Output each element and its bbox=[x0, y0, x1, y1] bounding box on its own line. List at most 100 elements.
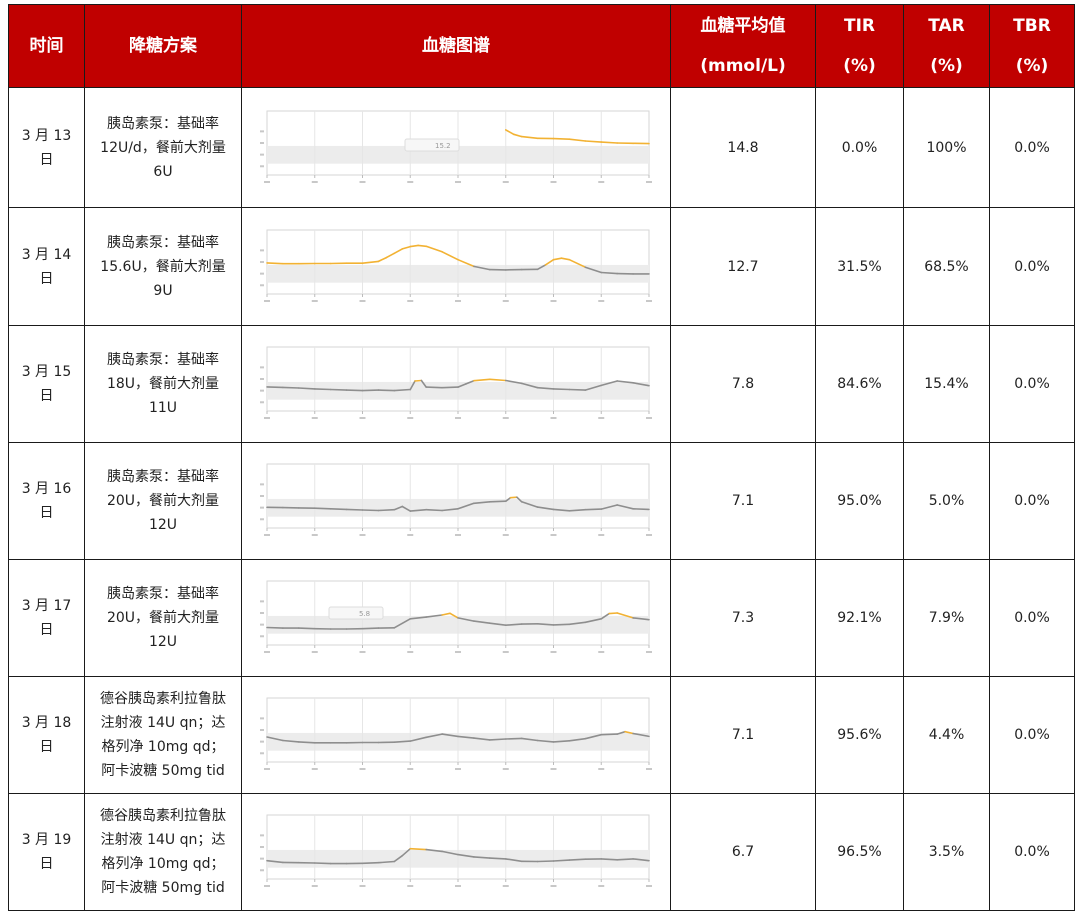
glucose-curve-chart bbox=[260, 697, 652, 770]
curve-segment bbox=[457, 502, 475, 510]
tick-label bbox=[598, 417, 605, 419]
tick-label bbox=[311, 417, 318, 419]
table-row: 3 月 16 日 胰岛素泵：基础率 20U，餐前大剂量 12U 7.1 95.0% 5.0% 0… bbox=[8, 442, 1075, 560]
tick-label bbox=[550, 651, 557, 653]
curve-segment bbox=[313, 862, 332, 865]
tick-label bbox=[264, 885, 270, 887]
col-header-tar: TAR (%) bbox=[903, 4, 990, 88]
col-header-mean: 血糖平均值 (mmol/L) bbox=[670, 4, 816, 88]
plan-line: 9U bbox=[153, 282, 173, 299]
col-header-tar-title: TAR bbox=[928, 16, 965, 36]
cell-tir: 95.0% bbox=[815, 442, 904, 560]
curve-segment bbox=[345, 508, 364, 511]
plan-line: 德谷胰岛素利拉鲁肽 bbox=[100, 808, 226, 824]
tick-label bbox=[598, 768, 605, 770]
curve-segment bbox=[297, 627, 316, 630]
cell-date: 3 月 16 日 bbox=[8, 442, 85, 560]
curve-segment bbox=[393, 740, 412, 744]
date-line: 3 月 15 bbox=[21, 364, 72, 380]
curve-segment bbox=[520, 737, 539, 742]
curve-segment bbox=[600, 858, 619, 861]
cell-plan: 胰岛素泵：基础率 15.6U，餐前大剂量 9U bbox=[84, 207, 242, 326]
plan-line: 阿卡波糖 50mg tid bbox=[101, 763, 225, 779]
curve-segment bbox=[552, 256, 563, 261]
curve-segment bbox=[409, 380, 416, 391]
tick-label bbox=[502, 651, 509, 653]
curve-segment bbox=[552, 137, 571, 140]
cell-plan: 胰岛素泵：基础率 18U，餐前大剂量 11U bbox=[84, 325, 242, 443]
date-line: 日 bbox=[39, 739, 54, 755]
date-line: 日 bbox=[39, 388, 54, 404]
date-line: 日 bbox=[39, 856, 54, 872]
y-tick-label bbox=[260, 164, 264, 167]
cell-date: 3 月 17 日 bbox=[8, 559, 85, 677]
col-header-tir-unit: (%) bbox=[843, 56, 876, 76]
tick-label bbox=[646, 651, 652, 653]
cell-tar: 3.5% bbox=[903, 793, 990, 911]
curve-segment bbox=[425, 614, 443, 618]
tick-label bbox=[264, 768, 270, 770]
curve-segment bbox=[297, 741, 316, 744]
curve-segment bbox=[420, 379, 427, 388]
plan-line: 德谷胰岛素利拉鲁肽 bbox=[100, 691, 226, 707]
y-tick-label bbox=[260, 623, 264, 626]
curve-segment bbox=[584, 508, 603, 511]
cell-glucose-curve: 15.2 bbox=[241, 87, 671, 208]
cell-mean: 7.8 bbox=[670, 325, 816, 443]
y-tick-label bbox=[260, 869, 264, 872]
tick-label bbox=[407, 885, 414, 887]
curve-segment bbox=[266, 386, 284, 389]
curve-segment bbox=[552, 508, 571, 512]
curve-segment bbox=[584, 384, 603, 391]
plan-line: 胰岛素泵：基础率 bbox=[107, 115, 219, 132]
y-tick-label bbox=[260, 129, 264, 132]
tick-label bbox=[264, 417, 270, 419]
y-tick-label bbox=[260, 857, 264, 860]
cell-plan: 德谷胰岛素利拉鲁肽 注射液 14U qn；达 格列净 10mg qd； 阿卡波糖 50… bbox=[84, 793, 242, 911]
curve-segment bbox=[425, 848, 443, 853]
tick-label bbox=[455, 885, 461, 887]
cell-tar: 7.9% bbox=[903, 559, 990, 677]
y-tick-label bbox=[260, 272, 264, 275]
cell-plan: 德谷胰岛素利拉鲁肽 注射液 14U qn；达 格列净 10mg qd； 阿卡波糖 50… bbox=[84, 676, 242, 794]
tick-label bbox=[359, 651, 366, 653]
cell-tbr: 0.0% bbox=[989, 87, 1075, 208]
curve-segment bbox=[624, 730, 634, 735]
plan-line: 12U bbox=[148, 517, 178, 533]
curve-segment bbox=[282, 386, 300, 389]
curve-segment bbox=[361, 260, 380, 264]
cell-tir: 0.0% bbox=[815, 87, 904, 208]
curve-segment bbox=[584, 617, 603, 624]
curve-segment bbox=[401, 847, 412, 857]
curve-segment bbox=[489, 857, 507, 860]
table-row: 3 月 14 日 胰岛素泵：基础率 15.6U，餐前大剂量 9U 12.7 31.5% 68.… bbox=[8, 207, 1075, 326]
curve-segment bbox=[600, 504, 619, 510]
cell-tbr: 0.0% bbox=[989, 325, 1075, 443]
curve-segment bbox=[489, 500, 507, 503]
glucose-curve-chart: 5.8 bbox=[260, 580, 652, 653]
curve-segment bbox=[425, 508, 443, 512]
plan-line: 注射液 14U qn；达 bbox=[100, 715, 226, 731]
curve-segment bbox=[505, 737, 523, 740]
cell-tbr: 0.0% bbox=[989, 793, 1075, 911]
y-tick-label bbox=[260, 600, 264, 603]
tick-label bbox=[646, 534, 652, 536]
tick-label bbox=[311, 299, 318, 302]
y-tick-label bbox=[260, 635, 264, 638]
curve-segment bbox=[361, 627, 380, 630]
tick-label bbox=[598, 180, 605, 183]
tick-label bbox=[550, 768, 557, 770]
curve-segment bbox=[414, 379, 423, 382]
tick-label bbox=[598, 299, 605, 302]
plan-line: 12U bbox=[148, 634, 178, 650]
chart-tooltip-value: 15.2 bbox=[435, 142, 451, 150]
col-header-plan: 降糖方案 bbox=[84, 4, 242, 88]
col-header-tar-unit: (%) bbox=[930, 56, 963, 76]
curve-segment bbox=[536, 860, 555, 863]
curve-segment bbox=[377, 256, 388, 262]
y-tick-label bbox=[260, 483, 264, 486]
tick-label bbox=[311, 534, 318, 536]
curve-segment bbox=[361, 509, 380, 512]
col-header-mean-unit: (mmol/L) bbox=[700, 56, 786, 76]
curve-segment bbox=[441, 507, 459, 512]
